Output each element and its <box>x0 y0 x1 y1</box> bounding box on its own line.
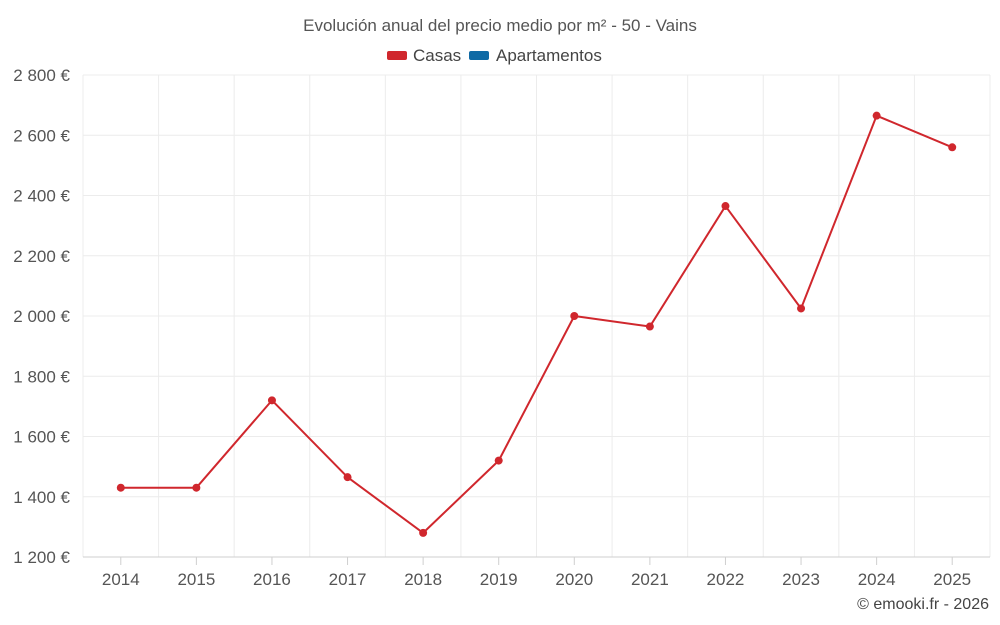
y-tick-label: 2 200 € <box>13 247 70 266</box>
x-tick-label: 2023 <box>782 570 820 589</box>
y-tick-label: 1 800 € <box>13 367 70 386</box>
x-tick-label: 2020 <box>555 570 593 589</box>
x-tick-label: 2017 <box>329 570 367 589</box>
y-tick-label: 2 000 € <box>13 307 70 326</box>
data-point-casas[interactable] <box>343 473 352 482</box>
legend-item-casas[interactable]: Casas <box>387 46 461 65</box>
data-point-casas[interactable] <box>570 312 579 320</box>
y-tick-label: 2 400 € <box>13 187 70 206</box>
data-point-casas[interactable] <box>645 322 654 331</box>
legend-item-apartamentos[interactable]: Apartamentos <box>469 46 602 65</box>
legend[interactable]: Casas Apartamentos <box>387 46 602 65</box>
chart-title: Evolución anual del precio medio por m² … <box>303 16 697 35</box>
data-point-casas[interactable] <box>267 396 276 405</box>
series <box>116 111 957 537</box>
data-point-casas[interactable] <box>872 111 881 120</box>
grid <box>82 74 991 557</box>
legend-swatch-casas <box>387 51 407 60</box>
x-tick-label: 2022 <box>707 570 745 589</box>
data-point-casas[interactable] <box>797 304 806 313</box>
x-tick-label: 2015 <box>177 570 215 589</box>
y-tick-label: 1 200 € <box>13 548 70 567</box>
x-tick-label: 2024 <box>858 570 896 589</box>
legend-swatch-apartamentos <box>469 51 489 60</box>
data-point-casas[interactable] <box>948 143 957 152</box>
x-tick-label: 2019 <box>480 570 518 589</box>
data-point-casas[interactable] <box>116 483 125 492</box>
y-tick-label: 1 600 € <box>13 428 70 447</box>
x-tick-label: 2016 <box>253 570 291 589</box>
y-tick-label: 2 800 € <box>13 66 70 85</box>
legend-label-casas: Casas <box>413 46 461 65</box>
x-tick-label: 2018 <box>404 570 442 589</box>
x-tick-label: 2014 <box>102 570 140 589</box>
x-tick-label: 2021 <box>631 570 669 589</box>
y-tick-label: 1 400 € <box>13 488 70 507</box>
credit: © emooki.fr - 2026 <box>857 596 989 613</box>
axes <box>83 556 990 565</box>
x-tick-label: 2025 <box>933 570 971 589</box>
series-line-casas <box>119 114 954 534</box>
data-point-casas[interactable] <box>192 483 201 492</box>
tick-labels: 1 200 € 1 400 € 1 600 € 1 800 € 2 000 € 2 200… <box>13 66 971 589</box>
data-point-casas[interactable] <box>419 528 428 537</box>
legend-label-apartamentos: Apartamentos <box>496 46 602 65</box>
data-point-casas[interactable] <box>494 456 503 465</box>
y-tick-label: 2 600 € <box>13 126 70 145</box>
data-point-casas[interactable] <box>721 202 730 211</box>
